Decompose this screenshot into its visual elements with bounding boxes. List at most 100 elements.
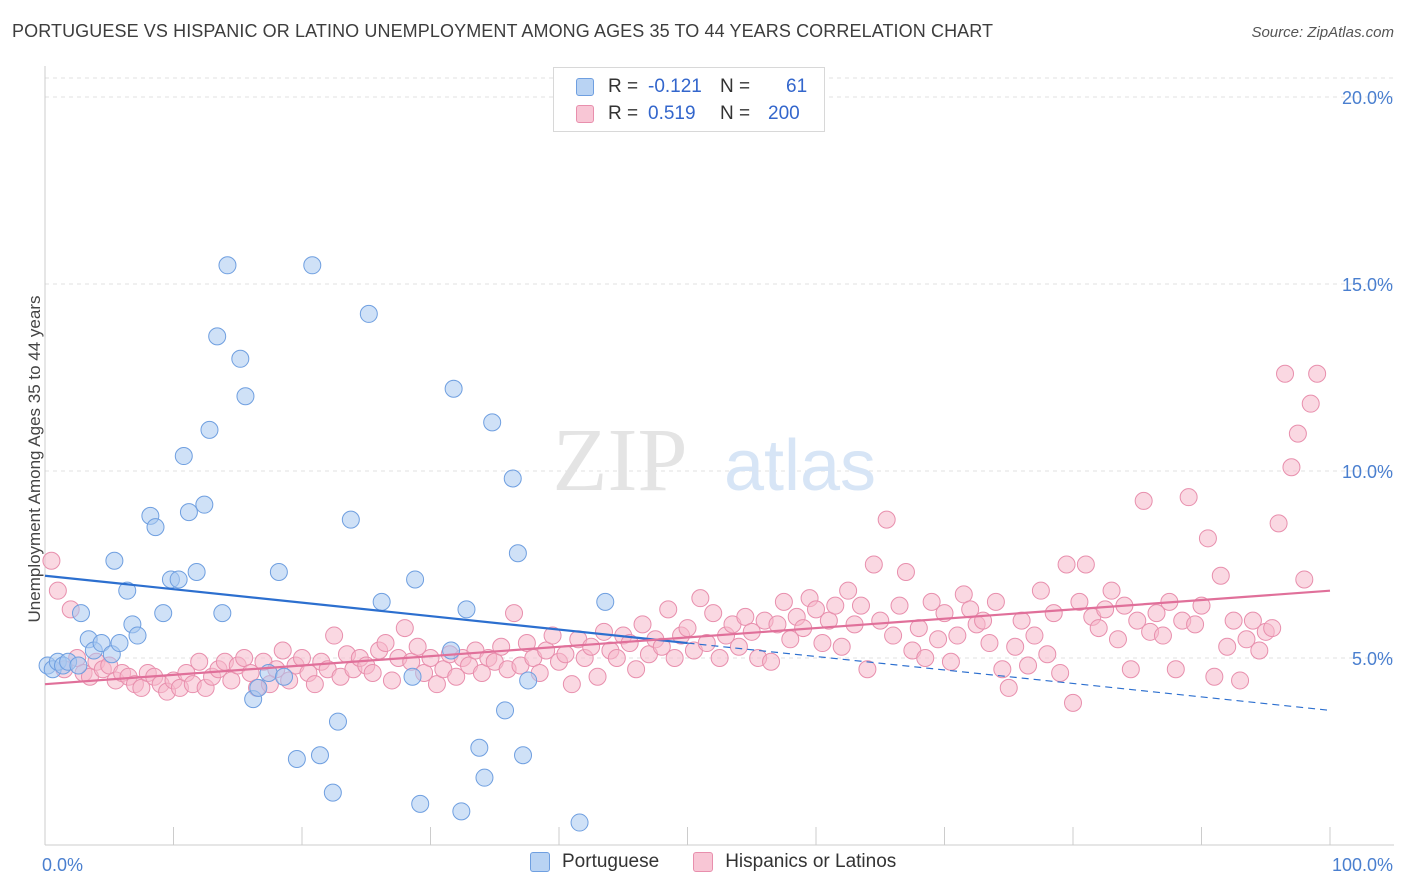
data-point-hispanic: [839, 581, 858, 600]
data-point-hispanic: [395, 619, 414, 638]
data-point-hispanic: [736, 607, 755, 626]
data-point-hispanic: [871, 611, 890, 630]
portuguese-points: [38, 256, 615, 832]
data-point-hispanic: [517, 634, 536, 653]
data-point-portuguese: [118, 581, 137, 600]
data-point-hispanic: [864, 555, 883, 574]
data-point-hispanic: [851, 596, 870, 615]
data-point-hispanic: [505, 604, 524, 623]
data-point-hispanic: [729, 637, 748, 656]
x-tick-labels: 0.0% 100.0%: [42, 855, 1393, 875]
data-point-hispanic: [819, 611, 838, 630]
data-point-hispanic: [382, 671, 401, 690]
data-point-hispanic: [813, 634, 832, 653]
data-point-hispanic: [421, 649, 440, 667]
data-point-hispanic: [1237, 630, 1256, 649]
data-point-hispanic: [1019, 656, 1038, 675]
watermark: ZIP atlas: [553, 411, 877, 510]
data-point-hispanic: [941, 652, 960, 671]
trend-line-portuguese: [44, 574, 688, 645]
data-point-hispanic: [826, 596, 845, 615]
legend-swatch-blue: [576, 78, 594, 96]
data-point-hispanic: [877, 510, 896, 529]
data-point-hispanic: [1038, 645, 1057, 664]
data-point-hispanic: [1276, 364, 1295, 383]
data-point-portuguese: [406, 570, 425, 589]
data-point-hispanic: [1102, 581, 1121, 600]
legend-swatch-pink: [693, 852, 714, 872]
data-point-portuguese: [195, 495, 214, 514]
legend-r-value: 0.519: [648, 103, 696, 124]
legend-n-label: N =: [720, 76, 751, 97]
data-point-hispanic: [1269, 514, 1288, 533]
y-tick-label: 10.0%: [1342, 462, 1393, 482]
data-point-hispanic: [325, 626, 344, 645]
legend-swatch-blue: [530, 852, 550, 872]
data-point-portuguese: [470, 738, 489, 757]
data-point-portuguese: [323, 783, 342, 802]
data-point-portuguese: [442, 641, 461, 660]
data-point-hispanic: [1031, 581, 1050, 600]
chart-title: PORTUGUESE VS HISPANIC OR LATINO UNEMPLO…: [12, 21, 994, 41]
grid-lines: [45, 77, 1394, 659]
data-point-hispanic: [1147, 604, 1166, 623]
data-point-portuguese: [341, 510, 360, 529]
data-point-hispanic: [48, 581, 67, 600]
data-point-portuguese: [218, 256, 237, 275]
data-point-portuguese: [275, 667, 294, 686]
legend-r-label: R =: [608, 76, 639, 97]
data-point-hispanic: [762, 652, 781, 671]
data-point-portuguese: [213, 604, 232, 623]
data-point-portuguese: [310, 746, 329, 765]
data-point-hispanic: [1205, 667, 1224, 686]
data-point-portuguese: [269, 562, 288, 581]
data-point-hispanic: [1211, 566, 1230, 585]
data-point-hispanic: [1295, 570, 1314, 589]
data-point-portuguese: [287, 749, 306, 768]
legend-row-hispanic: R = 0.519 N = 200: [576, 102, 800, 126]
data-point-hispanic: [884, 626, 903, 645]
data-point-hispanic: [993, 660, 1012, 679]
data-point-hispanic: [929, 630, 948, 649]
data-point-hispanic: [1198, 529, 1217, 548]
data-point-hispanic: [594, 622, 613, 641]
data-point-hispanic: [980, 634, 999, 653]
data-point-portuguese: [110, 634, 129, 653]
data-point-hispanic: [1282, 458, 1301, 477]
data-point-hispanic: [543, 626, 562, 645]
data-point-hispanic: [1243, 611, 1262, 630]
data-point-portuguese: [403, 667, 422, 686]
y-tick-labels: 5.0% 10.0% 15.0% 20.0%: [1342, 88, 1393, 669]
data-point-hispanic: [954, 585, 973, 604]
data-point-portuguese: [452, 802, 471, 821]
data-point-hispanic: [582, 637, 601, 656]
legend-item-hispanic[interactable]: Hispanics or Latinos: [693, 851, 896, 873]
y-axis-label: Unemployment Among Ages 35 to 44 years: [25, 296, 44, 623]
data-point-hispanic: [1308, 364, 1327, 383]
y-tick-label: 15.0%: [1342, 275, 1393, 295]
data-point-portuguese: [457, 600, 476, 619]
data-point-portuguese: [174, 447, 193, 466]
trend-lines: [44, 574, 1331, 711]
legend-label-portuguese: Portuguese: [562, 851, 660, 872]
data-point-hispanic: [832, 637, 851, 656]
data-point-hispanic: [922, 592, 941, 611]
y-tick-label: 5.0%: [1352, 649, 1393, 669]
data-point-portuguese: [444, 379, 463, 398]
data-point-hispanic: [948, 626, 967, 645]
data-point-hispanic: [1089, 619, 1108, 638]
y-tick-label: 20.0%: [1342, 88, 1393, 108]
legend-item-portuguese[interactable]: Portuguese: [530, 851, 659, 873]
data-point-portuguese: [508, 544, 527, 563]
x-tick-label: 100.0%: [1332, 855, 1393, 875]
data-point-hispanic: [710, 649, 729, 667]
data-point-hispanic: [768, 615, 787, 634]
legend-n-value: 200: [768, 103, 800, 124]
data-point-hispanic: [1025, 626, 1044, 645]
data-point-hispanic: [1128, 611, 1147, 630]
data-point-hispanic: [678, 619, 697, 638]
data-point-hispanic: [273, 641, 292, 660]
data-point-portuguese: [303, 256, 322, 275]
data-point-portuguese: [154, 604, 173, 623]
data-point-hispanic: [890, 596, 909, 615]
